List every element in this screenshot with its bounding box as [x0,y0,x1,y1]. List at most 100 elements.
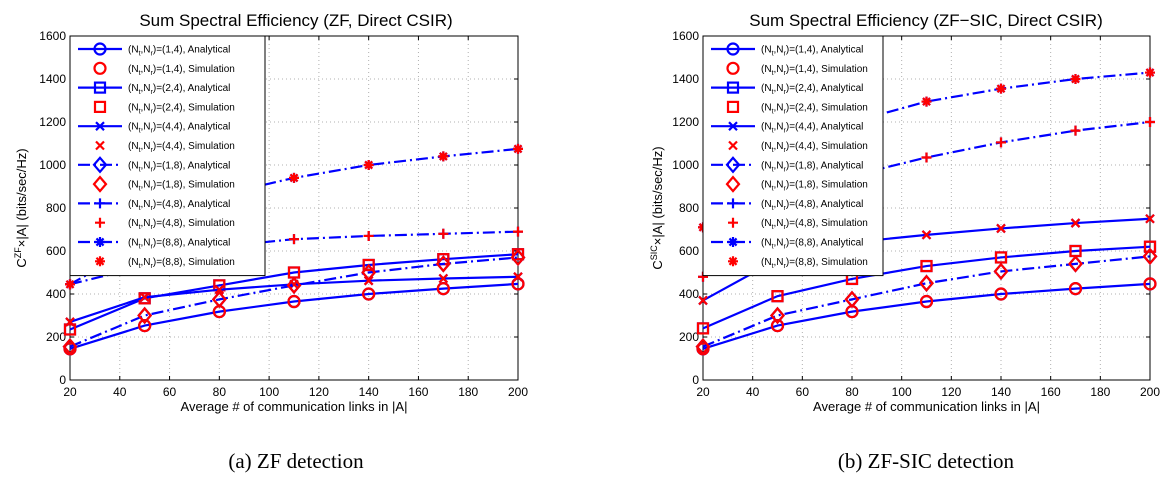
legend-label: (Nt,Nr)=(4,4), Analytical [761,122,863,135]
data-point-simulation [1145,67,1155,78]
y-axis-label: CSIC×|A| (bits/sec/Hz) [649,146,665,269]
series-4-4 [65,272,523,327]
x-tick-label: 80 [213,385,227,399]
series-line-analytical [69,256,519,348]
data-point-simulation [1068,282,1083,296]
chart-title: Sum Spectral Efficiency (ZF−SIC, Direct … [749,11,1102,30]
legend-marker [726,100,740,114]
legend-label: (Nt,Nr)=(2,4), Simulation [128,102,235,115]
series-line-analytical [69,282,519,350]
legend-label: (Nt,Nr)=(1,8), Simulation [128,180,235,193]
x-axis-label: Average # of communication links in |A| [813,399,1040,414]
legend-label: (Nt,Nr)=(2,4), Simulation [761,102,868,115]
legend-label: (Nt,Nr)=(1,8), Simulation [761,180,868,193]
x-tick-label: 40 [113,385,127,399]
data-point-simulation [139,292,150,303]
data-point-simulation [62,337,78,356]
data-point-simulation [1145,117,1155,127]
legend-marker [728,198,738,209]
data-point-simulation [286,276,302,295]
data-point-simulation [363,230,374,241]
x-tick-label: 60 [796,385,810,399]
y-tick-label: 400 [46,287,66,301]
data-point-simulation [698,295,708,306]
caption: (b) ZF-SIC detection [838,449,1015,473]
y-tick-label: 600 [46,244,66,258]
series-1-4 [63,277,525,356]
y-tick-label: 1400 [39,72,66,86]
y-tick-label: 400 [679,287,699,301]
series-2-4 [696,240,1157,335]
x-tick-label: 20 [696,385,710,399]
y-tick-label: 1200 [39,115,66,129]
legend-marker [95,256,105,267]
data-point-simulation [1070,74,1081,84]
y-tick-label: 1400 [672,72,699,86]
legend: (Nt,Nr)=(1,4), Analytical (Nt,Nr)=(1,4), … [702,35,884,277]
data-point-simulation [1070,218,1081,228]
data-point-simulation [63,323,77,336]
y-tick-label: 600 [679,244,699,258]
chart-title: Sum Spectral Efficiency (ZF, Direct CSIR… [139,11,452,30]
legend-marker [726,61,740,75]
legend-marker [728,121,738,131]
x-tick-label: 160 [408,385,428,399]
legend-label: (Nt,Nr)=(1,4), Simulation [128,64,235,77]
legend-label: (Nt,Nr)=(8,8), Simulation [761,257,868,270]
y-tick-label: 1600 [672,29,699,43]
data-point-simulation [513,272,523,282]
legend-marker [726,42,740,56]
x-tick-label: 100 [892,385,912,399]
x-tick-label: 120 [941,385,961,399]
data-point-simulation [994,287,1008,301]
y-tick-label: 200 [679,330,699,344]
data-point-simulation [289,234,299,245]
legend-marker [728,256,738,267]
legend-marker [95,237,105,247]
data-point-simulation [436,282,450,296]
data-point-simulation [510,248,526,267]
data-point-simulation [214,284,225,295]
legend-label: (Nt,Nr)=(4,4), Simulation [128,141,235,154]
data-point-simulation [1143,240,1157,253]
data-point-simulation [771,290,784,303]
data-point-simulation [921,230,932,240]
legend-marker [728,217,738,228]
y-tick-label: 1000 [672,158,699,172]
x-tick-label: 100 [259,385,279,399]
x-tick-label: 140 [991,385,1011,399]
legend-marker [92,156,108,174]
x-tick-label: 80 [845,385,859,399]
data-point-simulation [435,255,451,273]
data-point-simulation [438,273,449,284]
legend-marker [95,121,105,131]
legend-label: (Nt,Nr)=(8,8), Analytical [128,238,230,251]
legend-box [69,35,266,277]
legend-marker [725,156,741,174]
y-tick-label: 1600 [39,29,66,43]
data-point-simulation [1143,277,1157,291]
data-point-simulation [65,317,75,327]
data-point-simulation [770,306,785,325]
x-tick-label: 20 [63,385,77,399]
data-point-simulation [696,322,710,335]
chart-zf-sic: 20 40 60 80 100 120 140 160 180 200 0 200 400 600 800 1… [649,11,1160,473]
series-line-analytical [702,255,1151,348]
caption: (a) ZF detection [228,449,364,473]
legend-marker [725,175,741,193]
y-tick-label: 200 [46,330,66,344]
x-tick-label: 200 [1140,385,1160,399]
legend-label: (Nt,Nr)=(2,4), Analytical [761,83,863,96]
data-point-simulation [513,226,523,237]
y-tick-label: 800 [46,201,66,215]
data-point-simulation [287,294,301,309]
data-point-simulation [996,83,1006,94]
legend-marker [93,42,107,56]
x-tick-label: 180 [1090,385,1110,399]
data-point-simulation [993,262,1009,281]
series-line-analytical [702,245,1151,330]
data-point-simulation [511,277,525,291]
legend-marker [93,100,107,114]
x-tick-label: 140 [359,385,379,399]
